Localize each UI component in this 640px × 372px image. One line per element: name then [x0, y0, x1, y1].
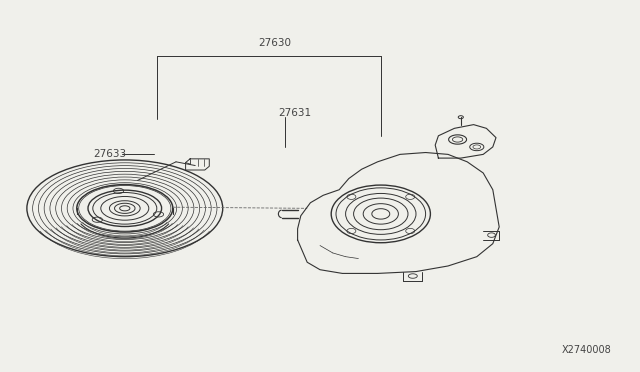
Text: 27633: 27633 — [93, 150, 126, 159]
Text: X2740008: X2740008 — [561, 345, 611, 355]
Text: 27631: 27631 — [278, 109, 312, 118]
Text: 27630: 27630 — [259, 38, 292, 48]
